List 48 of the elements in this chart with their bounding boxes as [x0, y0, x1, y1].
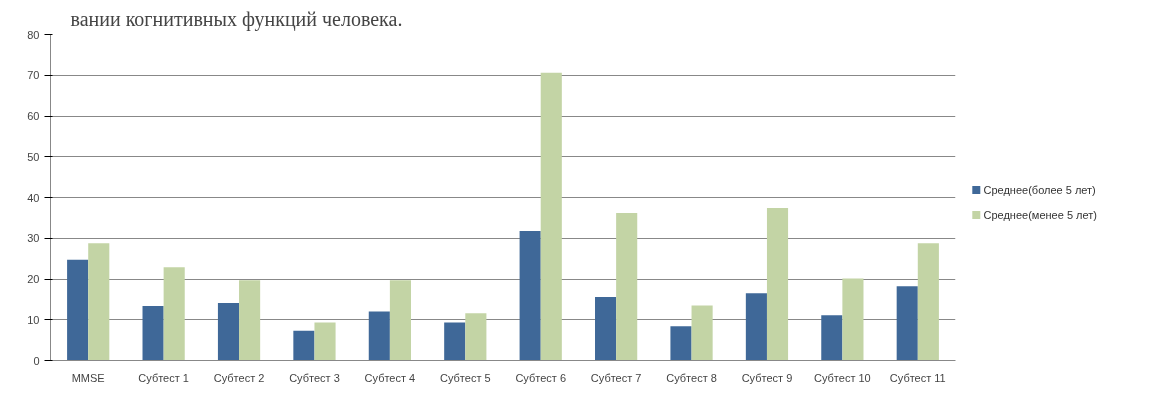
bar [745, 293, 767, 361]
bar [540, 72, 562, 361]
bar [239, 280, 261, 361]
bar [314, 322, 336, 361]
y-tick-label: 70 [27, 69, 40, 82]
x-tick-label: Субтест 2 [213, 371, 265, 384]
y-tick-label: 80 [27, 28, 40, 41]
y-tick-label: 60 [27, 110, 40, 122]
bar [519, 230, 541, 361]
x-tick-label: Субтест 8 [666, 371, 717, 384]
bar [88, 243, 110, 361]
x-tick-label: Субтест 4 [364, 371, 416, 384]
bar [368, 311, 390, 361]
y-tick-label: 50 [27, 150, 40, 163]
x-tick-label: Субтест 9 [741, 371, 793, 384]
bar [142, 305, 164, 361]
y-tick-label: 20 [27, 273, 40, 285]
bar [444, 322, 466, 361]
bar [821, 315, 843, 361]
y-tick-label: 40 [27, 191, 40, 204]
chart-title: вании когнитивных функций человека. [70, 7, 403, 31]
bar [766, 208, 789, 361]
bar [67, 259, 89, 361]
bar [163, 267, 185, 361]
x-tick-label: Субтест 3 [289, 371, 340, 384]
y-tick-label: 10 [27, 313, 40, 326]
x-tick-label: MMSE [71, 371, 105, 384]
bar [670, 326, 692, 361]
x-tick-label: Субтест 10 [814, 371, 871, 384]
bar [217, 303, 240, 361]
bar [389, 280, 411, 361]
y-tick-label: 30 [27, 232, 40, 245]
x-tick-label: Субтест 6 [515, 371, 567, 384]
legend-label: Среднее(менее 5 лет) [983, 209, 1097, 222]
bar [616, 212, 638, 361]
bar [293, 330, 315, 361]
bar [896, 286, 918, 361]
x-tick-label: Субтест 7 [590, 371, 642, 384]
x-tick-label: Субтест 11 [889, 371, 946, 384]
bar [465, 313, 487, 361]
bar [691, 305, 713, 361]
x-tick-label: Субтест 1 [138, 371, 189, 384]
bar [842, 278, 864, 361]
bar [917, 243, 939, 361]
bar [595, 296, 617, 361]
x-tick-label: Субтест 5 [439, 371, 491, 384]
y-tick-label: 0 [33, 354, 40, 367]
legend-label: Среднее(более 5 лет) [983, 183, 1096, 196]
